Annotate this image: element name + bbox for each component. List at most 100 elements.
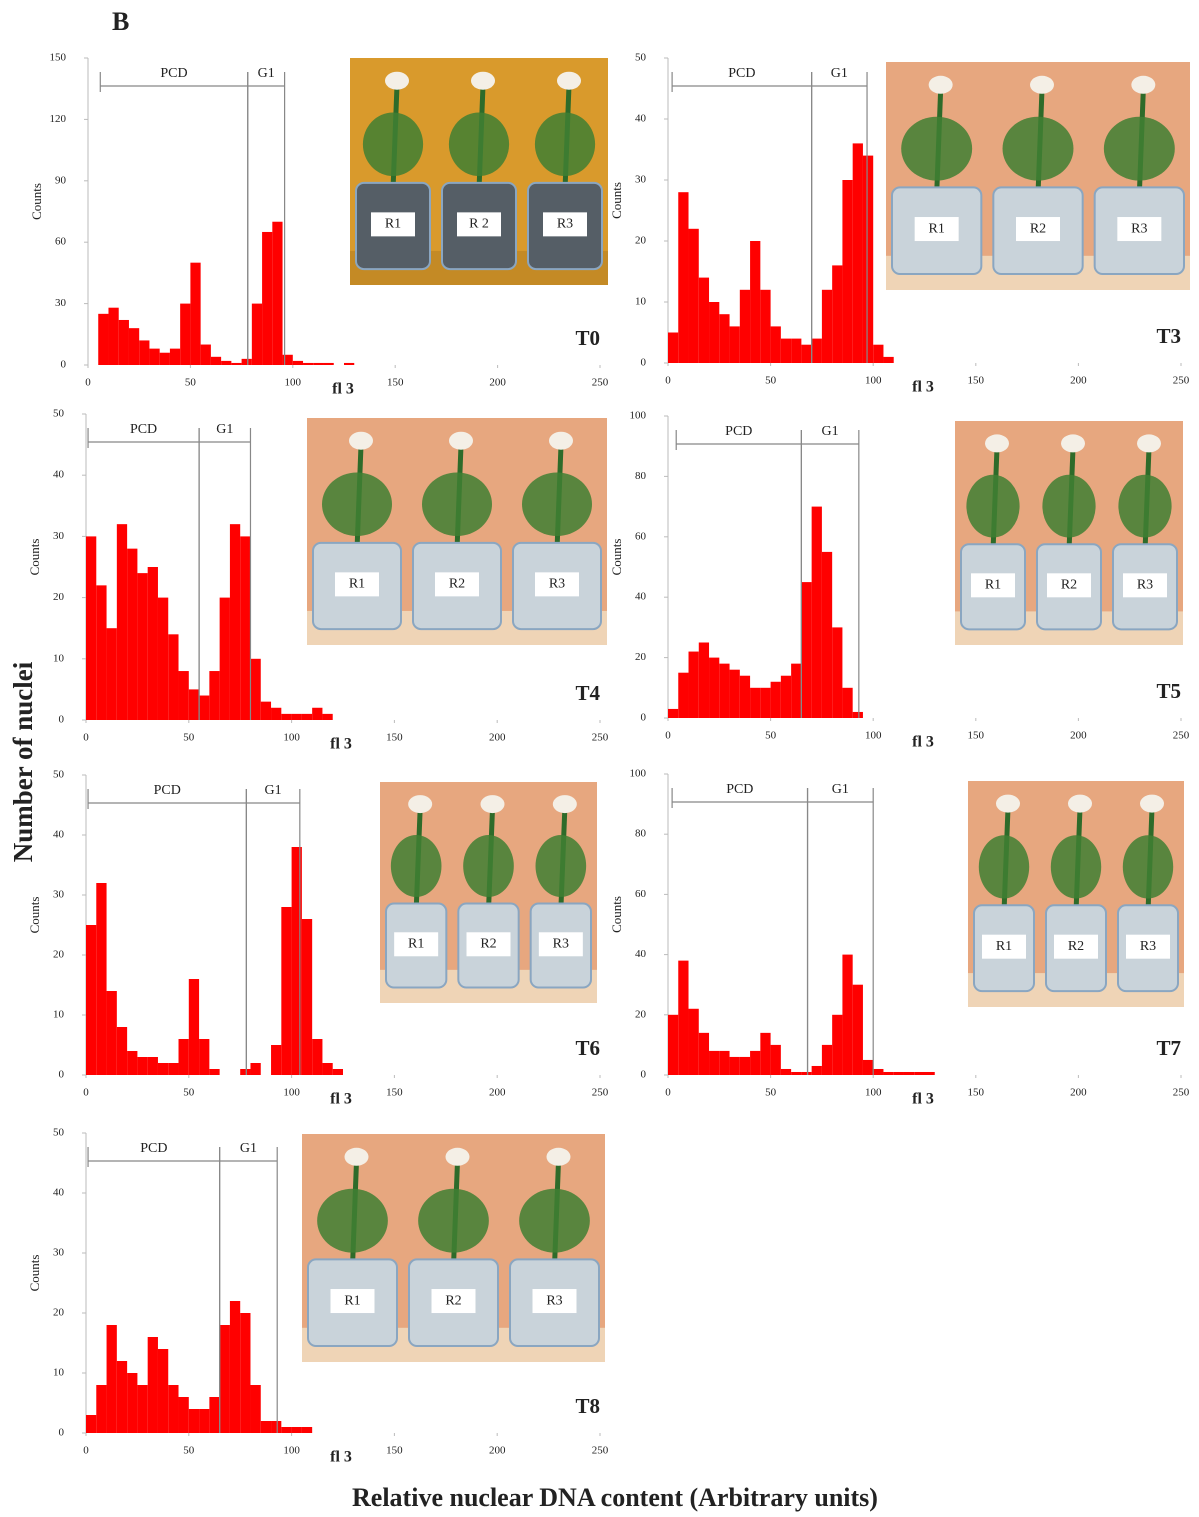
x-tick-label: 150 xyxy=(968,1087,985,1099)
plant-leaves xyxy=(535,112,595,176)
x-tick-label: 150 xyxy=(968,375,985,387)
flower xyxy=(449,432,473,450)
inset-photo: R1R2R3 xyxy=(955,421,1183,645)
x-tick-label: 150 xyxy=(968,730,985,742)
panel-label: T8 xyxy=(575,1394,600,1418)
x-axis-label: fl 3 xyxy=(330,1449,352,1466)
y-tick-label: 0 xyxy=(61,359,67,371)
x-tick-label: 200 xyxy=(489,732,506,744)
histogram-bar xyxy=(322,714,332,720)
y-tick-label: 100 xyxy=(630,410,647,422)
histogram-bar xyxy=(86,1415,96,1433)
y-axis-label: Counts xyxy=(27,1255,42,1292)
y-tick-label: 50 xyxy=(53,769,65,781)
histogram-bar xyxy=(252,304,262,365)
inset-photo: R1R2R3 xyxy=(307,418,607,645)
histogram-bar xyxy=(281,1427,291,1433)
flower xyxy=(985,434,1009,452)
y-tick-label: 30 xyxy=(53,530,65,542)
x-tick-label: 100 xyxy=(865,1087,882,1099)
histogram-bar xyxy=(750,1051,760,1075)
flower xyxy=(471,72,495,90)
y-axis-label: Counts xyxy=(27,539,42,576)
histogram-bar xyxy=(699,643,709,719)
y-tick-label: 10 xyxy=(635,296,647,308)
x-tick-label: 200 xyxy=(1070,730,1087,742)
y-tick-label: 30 xyxy=(635,174,647,186)
flower xyxy=(446,1148,470,1166)
histogram-bar xyxy=(209,671,219,720)
inset-label: R2 xyxy=(1068,939,1084,954)
x-tick-label: 150 xyxy=(386,732,403,744)
histogram-bar xyxy=(801,1072,811,1075)
y-tick-label: 40 xyxy=(635,591,647,603)
x-axis-label: fl 3 xyxy=(330,736,352,753)
y-tick-label: 50 xyxy=(635,52,647,64)
x-tick-label: 50 xyxy=(765,375,777,387)
histogram-bar xyxy=(170,349,180,365)
x-tick-label: 0 xyxy=(83,732,89,744)
histogram-bar xyxy=(302,919,312,1075)
histogram-bar xyxy=(668,1015,678,1075)
histogram-bar xyxy=(107,1325,117,1433)
x-tick-label: 50 xyxy=(183,1445,195,1457)
histogram-bar xyxy=(168,634,178,720)
plant-leaves xyxy=(422,472,492,536)
histogram-bar xyxy=(199,1039,209,1075)
histogram-bar xyxy=(180,304,190,365)
y-axis-label: Counts xyxy=(29,183,44,220)
panel-label: T4 xyxy=(575,681,600,705)
histogram-bar xyxy=(240,536,250,720)
flower xyxy=(1140,795,1164,813)
histogram-bar xyxy=(230,524,240,720)
histogram-bar xyxy=(250,659,260,720)
y-tick-label: 30 xyxy=(55,297,67,309)
y-tick-label: 80 xyxy=(635,828,647,840)
y-tick-label: 60 xyxy=(55,236,67,248)
plant-leaves xyxy=(322,472,392,536)
y-axis-title: Number of nuclei xyxy=(8,661,38,862)
flower xyxy=(996,795,1020,813)
histogram-bar xyxy=(883,1072,893,1075)
gate-label: PCD xyxy=(726,782,753,797)
inset-label: R3 xyxy=(549,577,565,592)
histogram-bar xyxy=(781,676,791,718)
histogram-bar xyxy=(262,232,272,365)
histogram-bar xyxy=(801,582,811,718)
histogram-bar xyxy=(873,1069,883,1075)
flower xyxy=(1061,434,1085,452)
histogram-bar xyxy=(148,1337,158,1433)
histogram-bar xyxy=(894,1072,904,1075)
histogram-bar xyxy=(240,1069,250,1075)
histogram-bar xyxy=(242,359,252,365)
y-tick-label: 20 xyxy=(635,651,647,663)
panel-label: T5 xyxy=(1156,679,1181,703)
histogram-bar xyxy=(781,1069,791,1075)
plant-leaves xyxy=(418,1189,489,1253)
histogram-bar xyxy=(107,991,117,1075)
figure: B Number of nuclei Relative nuclear DNA … xyxy=(0,0,1199,1517)
histogram-bar xyxy=(209,1069,219,1075)
x-tick-label: 100 xyxy=(865,375,882,387)
inset-photo: R1R2R3 xyxy=(380,782,597,1003)
x-tick-label: 0 xyxy=(83,1445,89,1457)
x-tick-label: 50 xyxy=(185,377,197,389)
gate-label: PCD xyxy=(154,783,181,798)
y-tick-label: 100 xyxy=(630,768,647,780)
histogram-bar xyxy=(271,1045,281,1075)
histogram-bar xyxy=(190,263,200,365)
flower xyxy=(547,1148,571,1166)
histogram-bar xyxy=(709,302,719,363)
x-tick-label: 150 xyxy=(386,1445,403,1457)
histogram-bar xyxy=(139,340,149,365)
x-tick-label: 200 xyxy=(489,377,506,389)
histogram-bar xyxy=(211,357,221,365)
flower xyxy=(1137,434,1161,452)
histogram-bar xyxy=(302,1427,312,1433)
gate-label: G1 xyxy=(265,783,282,798)
histogram-bar xyxy=(853,143,863,363)
histogram-bar xyxy=(719,314,729,363)
x-tick-label: 200 xyxy=(489,1087,506,1099)
histogram-bar xyxy=(791,1072,801,1075)
